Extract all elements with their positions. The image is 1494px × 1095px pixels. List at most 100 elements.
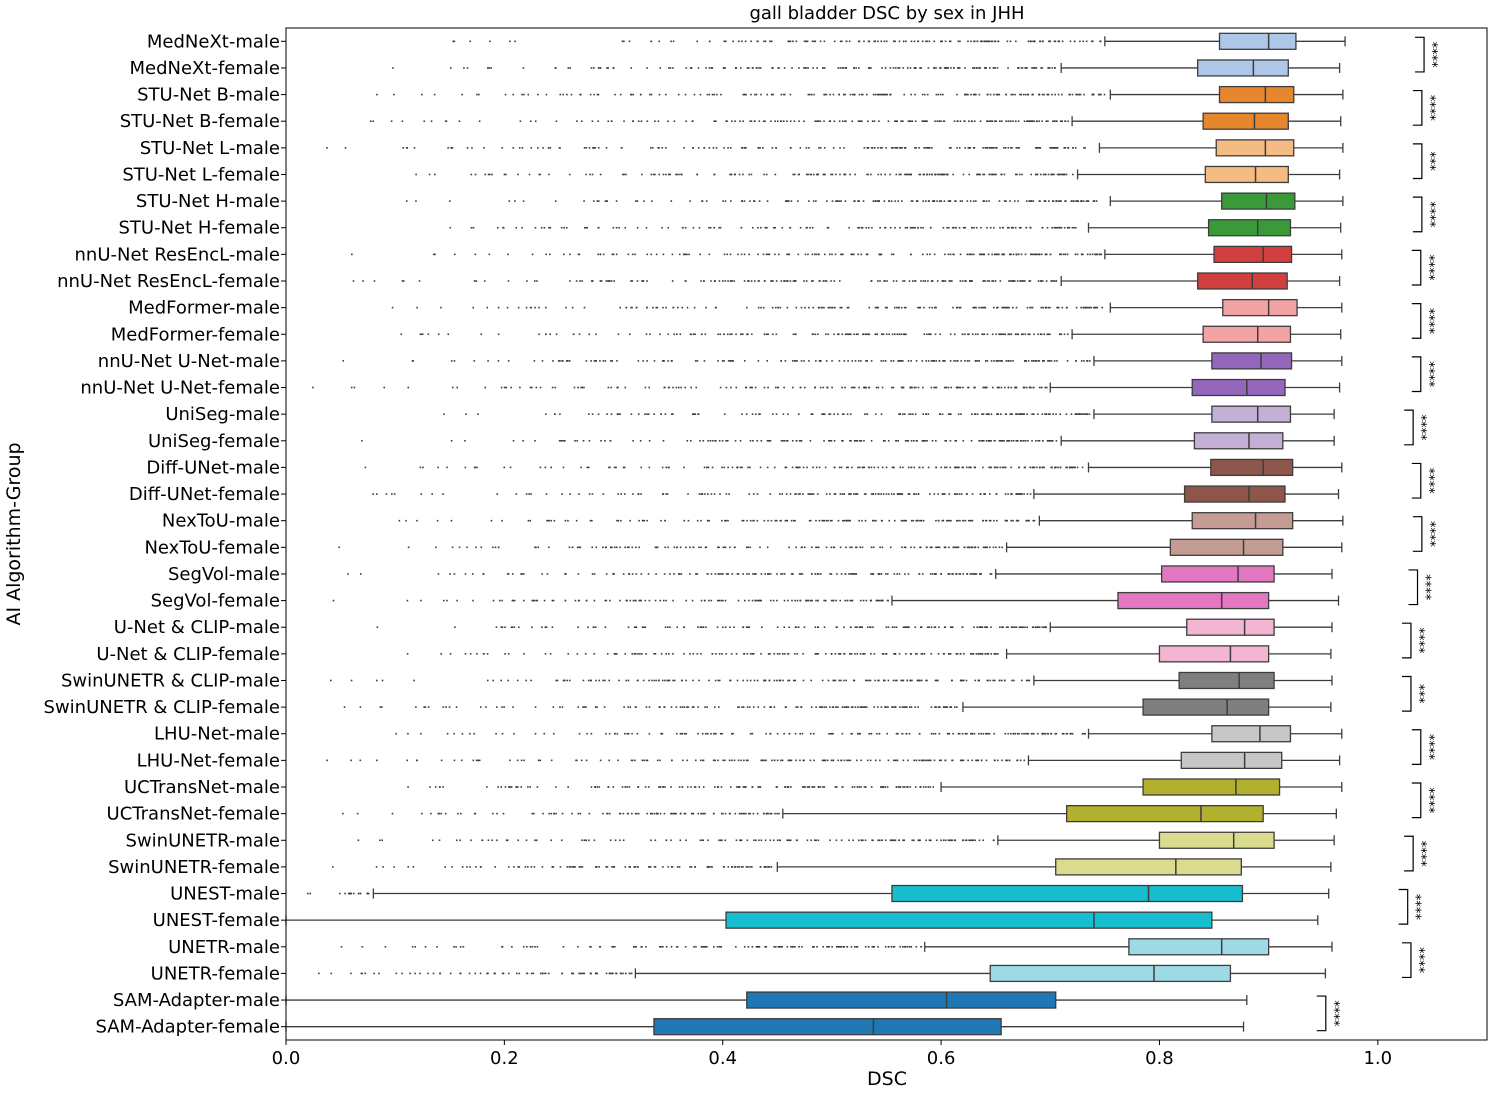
outlier-point (823, 759, 825, 762)
outlier-point (686, 306, 689, 309)
box-group (326, 751, 1341, 770)
outlier-point (1020, 226, 1022, 229)
outlier-point (640, 120, 643, 123)
outlier-point (957, 67, 959, 69)
outlier-point (553, 812, 556, 815)
outlier-point (442, 706, 445, 708)
outlier-point (900, 519, 903, 522)
outlier-point (921, 360, 924, 362)
outlier-point (995, 333, 997, 336)
outlier-point (541, 573, 543, 575)
outlier-point (507, 280, 510, 282)
outlier-point (966, 360, 969, 362)
outlier-point (778, 253, 780, 256)
outlier-point (749, 466, 751, 469)
box (1160, 565, 1275, 583)
outlier-point (893, 519, 896, 522)
outlier-point (1002, 333, 1005, 336)
outlier-point (774, 173, 777, 176)
outlier-point (704, 812, 706, 815)
outlier-point (919, 626, 922, 629)
outlier-point (811, 226, 814, 229)
outlier-point (959, 120, 962, 123)
outlier-point (913, 386, 916, 389)
outlier-point (957, 519, 959, 522)
outlier-point (823, 93, 825, 96)
outlier-point (791, 360, 794, 362)
outlier-point (910, 519, 913, 522)
outlier-point (921, 40, 924, 43)
outlier-point (1008, 333, 1011, 336)
outlier-point (718, 226, 720, 229)
outlier-point (783, 280, 785, 282)
outlier-point (1034, 173, 1037, 176)
outlier-point (683, 812, 686, 815)
outlier-point (992, 679, 994, 682)
outlier-point (713, 93, 716, 96)
outlier-point (766, 360, 768, 362)
outlier-point (876, 706, 879, 708)
outlier-point (725, 573, 728, 575)
outlier-point (685, 599, 688, 602)
outliers (449, 226, 1077, 229)
outlier-point (901, 360, 904, 362)
outlier-point (688, 253, 690, 256)
outlier-point (920, 280, 922, 282)
outlier-point (654, 599, 657, 602)
outlier-point (527, 519, 530, 522)
box (1142, 778, 1281, 796)
outlier-point (983, 333, 985, 336)
outlier-point (820, 360, 822, 362)
outlier-point (1024, 466, 1026, 469)
outlier-point (845, 546, 847, 549)
outlier-point (588, 147, 591, 149)
outlier-point (848, 40, 851, 43)
outlier-point (1035, 360, 1038, 362)
outlier-point (539, 759, 542, 762)
outlier-point (1019, 413, 1022, 415)
outlier-point (590, 786, 593, 788)
outlier-point (538, 306, 540, 309)
outlier-point (815, 253, 818, 256)
outlier-point (993, 173, 996, 176)
outlier-point (489, 40, 491, 43)
outlier-point (930, 333, 932, 336)
outlier-point (914, 226, 916, 229)
outlier-point (782, 439, 784, 442)
outlier-point (599, 759, 602, 762)
outlier-point (1032, 360, 1035, 362)
outlier-point (1029, 386, 1032, 389)
outlier-point (918, 759, 920, 762)
outlier-point (1007, 120, 1010, 123)
outlier-point (577, 253, 580, 256)
outlier-point (623, 40, 625, 43)
outlier-point (644, 786, 647, 788)
outlier-point (846, 413, 849, 415)
outlier-point (739, 120, 741, 123)
outlier-point (743, 360, 746, 362)
outlier-point (1015, 253, 1018, 256)
outlier-point (553, 519, 556, 522)
outlier-point (970, 280, 972, 282)
outlier-point (615, 546, 618, 549)
outlier-point (708, 599, 710, 602)
outlier-point (968, 333, 970, 336)
outlier-point (614, 653, 616, 655)
outlier-point (1048, 40, 1050, 43)
outlier-point (509, 466, 512, 469)
outlier-point (1006, 519, 1008, 522)
outlier-point (822, 386, 825, 389)
outlier-point (447, 333, 450, 336)
outlier-point (907, 360, 910, 362)
outlier-point (437, 333, 440, 336)
outlier-point (751, 786, 754, 788)
outlier-point (1041, 280, 1044, 282)
outlier-point (839, 599, 842, 602)
outlier-point (964, 280, 966, 282)
outlier-point (984, 546, 987, 549)
outlier-point (724, 839, 727, 842)
outlier-point (667, 679, 670, 682)
outlier-point (1041, 413, 1044, 415)
outlier-point (974, 386, 976, 389)
outlier-point (973, 626, 975, 629)
